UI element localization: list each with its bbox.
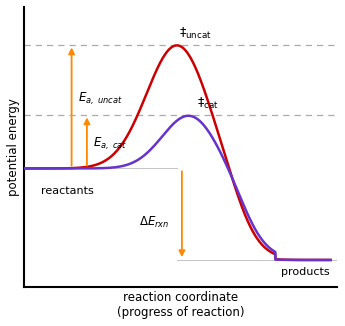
- Y-axis label: potential energy: potential energy: [7, 98, 20, 196]
- Text: products: products: [282, 267, 330, 277]
- Text: $E_\mathregular{a,\ cat}$: $E_\mathregular{a,\ cat}$: [93, 136, 127, 153]
- Text: reactants: reactants: [41, 186, 94, 196]
- Text: $\ddagger_\mathregular{cat}$: $\ddagger_\mathregular{cat}$: [197, 96, 219, 111]
- Text: $\Delta E_\mathregular{rxn}$: $\Delta E_\mathregular{rxn}$: [139, 215, 169, 230]
- Text: $E_\mathregular{a,\ uncat}$: $E_\mathregular{a,\ uncat}$: [78, 90, 122, 107]
- X-axis label: reaction coordinate
(progress of reaction): reaction coordinate (progress of reactio…: [117, 291, 244, 319]
- Text: $\ddagger_\mathregular{uncat}$: $\ddagger_\mathregular{uncat}$: [179, 25, 212, 41]
